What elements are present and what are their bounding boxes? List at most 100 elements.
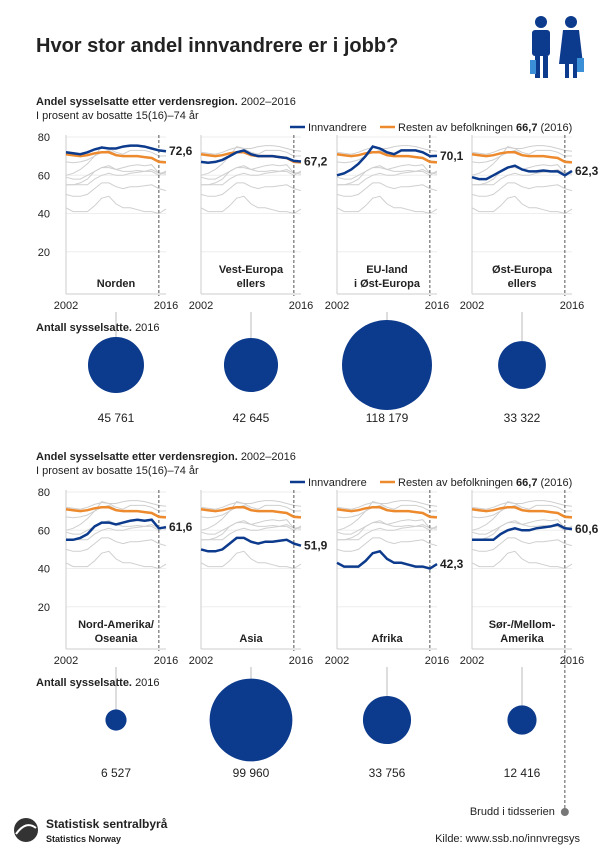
legend-label: Innvandrere [308,122,367,134]
count-bubble [507,705,537,735]
end-label: 51,9 [304,539,328,553]
context-line [336,537,438,552]
context-line [65,182,167,197]
y-tick-label: 60 [38,170,50,182]
break-label: Brudd i tidsserien [470,806,555,818]
source: Kilde: www.ssb.no/innvregsys [435,833,580,845]
title: Hvor stor andel innvandrere er i jobb? [36,35,398,57]
legend-rest: Resten av befolkningen [398,122,513,134]
subtitle2: I prosent av bosatte 15(16)–74 år [36,110,199,122]
y-tick-label: 80 [38,487,50,499]
region-name: ellers [237,278,266,290]
context-line [200,500,302,510]
count-label: 6 527 [101,766,131,780]
context-line [200,520,302,535]
count-label: 99 960 [233,766,270,780]
region-name: Vest-Europa [219,264,284,276]
immigrant-line [471,164,573,181]
region-name: ellers [508,278,537,290]
end-label: 61,6 [169,520,193,534]
x-tick-label: 2002 [325,655,349,667]
org-name: Statistisk sentralbyrå [46,817,168,831]
subtitle2: I prosent av bosatte 15(16)–74 år [36,465,199,477]
context-line [200,550,302,570]
count-bubble [87,336,145,394]
rest-line [471,506,573,519]
context-line [472,168,573,186]
context-line [65,501,167,531]
x-tick-label: 2002 [189,655,213,667]
region-name: Oseania [95,633,139,645]
context-line [200,145,302,155]
end-label: 70,1 [440,149,464,163]
context-line [471,195,573,215]
context-line [336,501,438,531]
context-line [65,195,167,215]
logo [14,818,38,842]
y-tick-label: 60 [38,525,50,537]
x-tick-label: 2016 [425,655,449,667]
count-heading-bold: Antall sysselsatte. [36,322,132,334]
legend-rest-year: (2016) [541,477,573,489]
context-line [471,501,573,531]
legend-label: Resten av befolkningen 66,7 (2016) [398,477,572,489]
immigrant-line [65,144,167,156]
immigrant-line [66,518,167,542]
context-line [66,523,167,541]
y-tick-label: 20 [38,247,50,259]
region-name: Afrika [371,633,403,645]
context-line [201,523,302,541]
context-line [336,182,438,197]
count-bubble [498,341,546,389]
count-label: 33 322 [504,411,541,425]
x-tick-label: 2016 [154,655,178,667]
x-tick-label: 2016 [289,655,313,667]
count-bubble [209,678,293,762]
region-name: Øst-Europa [492,264,553,276]
context-line [471,520,573,535]
count-heading: Antall sysselsatte. 2016 [36,322,160,334]
count-label: 42 645 [233,411,270,425]
x-tick-label: 2002 [460,300,484,312]
context-line [201,168,302,186]
context-line [200,195,302,215]
subtitle: Andel sysselsatte etter verdensregion. 2… [36,96,296,108]
person-icons [530,16,584,78]
context-line [65,537,167,552]
rest-line [336,151,438,164]
region-name: Sør-/Mellom- [489,619,556,631]
region-name: Norden [97,278,136,290]
y-tick-label: 40 [38,564,50,576]
context-line [65,550,167,570]
y-tick-label: 20 [38,602,50,614]
count-bubble [223,337,279,393]
y-tick-label: 80 [38,132,50,144]
count-heading: Antall sysselsatte. 2016 [36,677,160,689]
context-line [471,537,573,552]
context-line [471,145,573,155]
immigrant-line [200,536,302,553]
context-line [336,520,438,535]
region-name: i Øst-Europa [354,278,421,290]
x-tick-label: 2016 [560,300,584,312]
context-line [201,164,302,186]
context-line [337,164,438,186]
x-tick-label: 2016 [289,300,313,312]
x-tick-label: 2016 [154,300,178,312]
rest-line [336,506,438,519]
rest-line [65,506,167,519]
subtitle-bold: Andel sysselsatte etter verdensregion. [36,451,238,463]
legend-rest-value: 66,7 [516,477,537,489]
context-line [471,550,573,570]
immigrant-line [472,523,573,542]
context-line [336,145,438,155]
context-line [471,146,573,176]
region-name: EU-land [366,264,408,276]
x-tick-label: 2002 [460,655,484,667]
x-tick-label: 2002 [325,300,349,312]
context-line [471,500,573,510]
context-line [200,501,302,531]
context-line [65,146,167,176]
context-line [336,500,438,510]
